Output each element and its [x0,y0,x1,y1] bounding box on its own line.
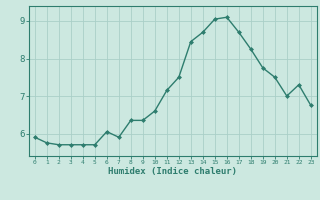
X-axis label: Humidex (Indice chaleur): Humidex (Indice chaleur) [108,167,237,176]
